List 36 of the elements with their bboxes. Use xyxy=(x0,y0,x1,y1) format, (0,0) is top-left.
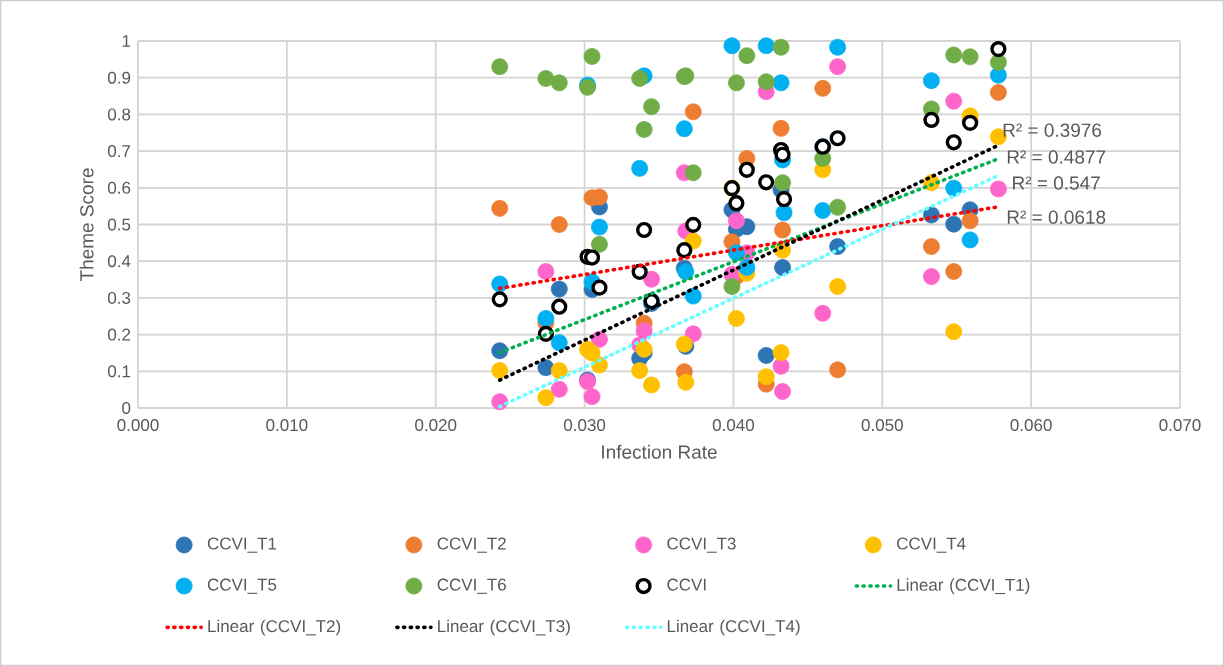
x-tick-label: 0.050 xyxy=(861,419,903,432)
legend-label: CCVI_T5 xyxy=(207,578,277,594)
annotation: R² = 0.547 xyxy=(1013,176,1100,190)
y-tick-label: 0.6 xyxy=(107,181,131,194)
legend-label: CCVI_T3 xyxy=(667,537,736,553)
y-tick-label: 0.3 xyxy=(107,291,131,304)
annotation: R² = 0.4877 xyxy=(1007,150,1106,164)
y-tick-label: 1 xyxy=(122,35,131,47)
y-tick-label: 0.4 xyxy=(107,255,131,268)
annotation: R² = 0.3976 xyxy=(1003,123,1102,137)
annotation: R² = 0.0618 xyxy=(1007,210,1106,224)
y-tick-label: 0.7 xyxy=(107,145,131,158)
x-tick-label: 0.000 xyxy=(117,419,159,432)
legend-label: Linear (CCVI_T2) xyxy=(208,619,341,636)
legend-label: CCVI xyxy=(667,578,706,591)
y-tick-label: 0.9 xyxy=(107,71,131,84)
x-axis-title: Infection Rate xyxy=(602,444,717,459)
x-tick-label: 0.010 xyxy=(266,419,308,432)
x-tick-label: 0.070 xyxy=(1159,419,1201,432)
x-tick-label: 0.060 xyxy=(1010,419,1052,432)
y-tick-label: 0.1 xyxy=(107,365,131,378)
x-tick-label: 0.040 xyxy=(712,419,755,432)
legend-label: Linear (CCVI_T3) xyxy=(438,619,570,636)
y-tick-label: 0.2 xyxy=(107,328,131,341)
x-tick-label: 0.020 xyxy=(415,419,457,432)
y-tick-label: 0.5 xyxy=(107,218,131,231)
y-axis-title: Theme Score xyxy=(79,168,94,282)
legend-label: Linear (CCVI_T4) xyxy=(667,619,800,636)
y-tick-label: 0 xyxy=(122,402,131,415)
legend-label: CCVI_T6 xyxy=(437,578,506,594)
y-tick-label: 0.8 xyxy=(107,108,131,121)
legend-label: CCVI_T4 xyxy=(897,537,966,553)
legend-label: CCVI_T2 xyxy=(437,537,506,553)
legend-label: CCVI_T1 xyxy=(207,537,277,553)
x-tick-label: 0.030 xyxy=(563,419,606,432)
legend-label: Linear (CCVI_T1) xyxy=(897,578,1030,595)
